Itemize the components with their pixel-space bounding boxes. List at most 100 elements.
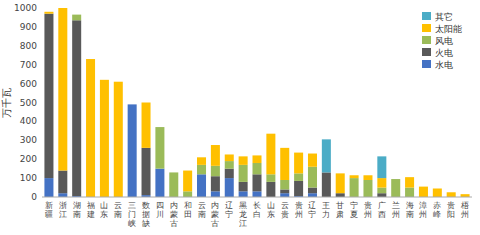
x-tick-label: 兰州 [392, 201, 400, 219]
bar-segment [433, 188, 442, 189]
x-tick-label: 山东 [100, 201, 108, 219]
bar-segment [294, 153, 303, 174]
bar-segment [391, 179, 400, 180]
x-tick-label: 三门峡 [128, 201, 136, 228]
bar-segment [128, 104, 137, 105]
bar-segment [44, 178, 53, 197]
x-tick-label: 新疆 [45, 201, 53, 219]
y-tick-label: 500 [20, 98, 37, 108]
bar-segment [155, 127, 164, 169]
bar-segment [419, 187, 428, 197]
bar-segment [100, 79, 109, 80]
bar-segment [155, 127, 164, 128]
bar-segment [58, 171, 67, 194]
legend-label: 太阳能 [435, 24, 462, 34]
y-tick-label: 1000 [14, 3, 37, 13]
bar-segment [280, 147, 289, 148]
bar-segment [142, 103, 151, 148]
bar-segment [239, 165, 248, 182]
bar-segment [58, 8, 67, 9]
bar-segment [391, 179, 400, 180]
bar-segment [211, 166, 220, 176]
bar-segment [211, 145, 220, 146]
bar-segment [197, 157, 206, 158]
bar-segment [350, 178, 359, 197]
x-tick-label: 湖南 [73, 201, 81, 219]
legend-swatch [422, 24, 431, 32]
bar-segment [100, 80, 109, 197]
bar-segment [72, 14, 81, 15]
bar-segment [419, 186, 428, 187]
bar-segment [266, 134, 275, 175]
bar-segment [308, 188, 317, 194]
bar-segment [336, 193, 345, 197]
chart: 01002003004005006007008009001000万千瓦新疆浙江湖… [0, 0, 480, 235]
bar-segment [363, 180, 372, 197]
x-tick-label: 山东 [267, 201, 275, 219]
y-tick-label: 300 [20, 135, 37, 145]
bar-segment [336, 173, 345, 174]
bar-segment [239, 156, 248, 165]
bar-segment [58, 193, 67, 197]
bar-segment [308, 193, 317, 197]
bar-segment [377, 156, 386, 178]
bar-segment [86, 59, 95, 197]
y-tick-label: 600 [20, 79, 37, 89]
y-tick-label: 800 [20, 41, 37, 51]
bar-segment [197, 157, 206, 165]
bar-segment [363, 175, 372, 176]
bar-segment [336, 173, 345, 193]
bar-segment [322, 139, 331, 172]
bar-segment [58, 8, 67, 171]
x-tick-label: 内蒙古 [170, 201, 178, 228]
bar-segment [322, 172, 331, 197]
bar-segment [405, 177, 414, 178]
bar-segment [86, 59, 95, 60]
bar-segment [280, 180, 289, 189]
bar-segment [142, 102, 151, 103]
bar-segment [350, 175, 359, 176]
bar-segment [280, 148, 289, 180]
bar-segment [280, 193, 289, 197]
bar-segment [114, 82, 123, 197]
bar-segment [197, 165, 206, 174]
bar-segment [72, 15, 81, 21]
bar-segment [239, 191, 248, 197]
x-tick-label: 云南 [114, 201, 122, 219]
bar-segment [169, 172, 178, 173]
bar-segment [266, 182, 275, 197]
bar-segment [211, 145, 220, 166]
bar-segment [183, 191, 192, 197]
bars [44, 8, 469, 197]
bar-segment [114, 81, 123, 82]
x-tick-label: 海南 [406, 201, 414, 219]
bar-segment [225, 178, 234, 197]
bar-segment [294, 173, 303, 181]
bar-segment [44, 12, 53, 14]
bar-segment [252, 155, 261, 156]
legend-label: 水电 [435, 60, 453, 70]
legend: 其它太阳能风电火电水电 [422, 12, 462, 70]
y-tick-label: 100 [20, 173, 37, 183]
legend-label: 火电 [435, 48, 453, 58]
bar-segment [169, 172, 178, 173]
bar-segment [128, 104, 137, 105]
bar-segment [363, 175, 372, 180]
bar-segment [308, 153, 317, 154]
y-axis-label: 万千瓦 [1, 88, 12, 118]
bar-segment [405, 188, 414, 197]
bar-segment [155, 169, 164, 197]
bar-segment [225, 154, 234, 155]
bar-segment [377, 188, 386, 194]
x-tick-label: 广西 [378, 201, 386, 219]
legend-label: 风电 [435, 36, 453, 46]
bar-segment [308, 167, 317, 188]
x-tick-label: 云南 [198, 201, 206, 219]
bar-segment [308, 154, 317, 167]
x-tick-label: 贵州 [364, 201, 372, 219]
x-tick-label: 和田 [184, 201, 192, 219]
bar-segment [155, 127, 164, 128]
bar-segment [252, 191, 261, 197]
y-tick-label: 400 [20, 116, 37, 126]
x-tick-label: 辽宁 [308, 201, 316, 219]
